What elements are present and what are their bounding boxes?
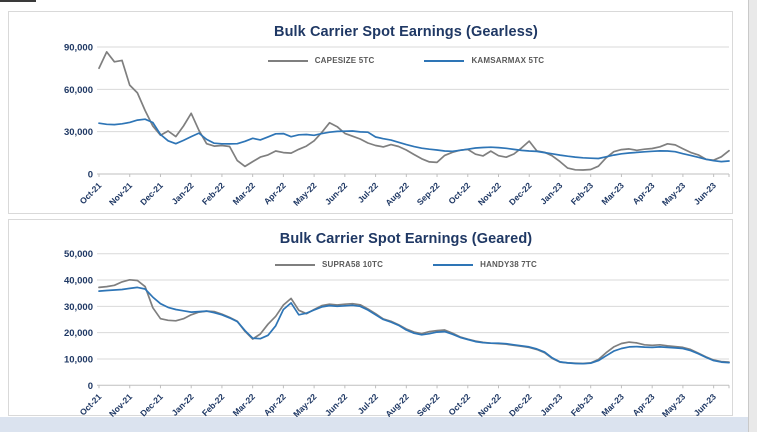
svg-text:Apr-22: Apr-22 [262,391,288,417]
svg-text:40,000: 40,000 [64,276,93,287]
svg-text:Jan-22: Jan-22 [169,180,195,206]
legend-item-kamsarmax: KAMSARMAX 5TC [424,56,544,65]
kamsarmax-legend-label: KAMSARMAX 5TC [471,56,545,65]
svg-text:0: 0 [88,170,93,181]
svg-text:Apr-22: Apr-22 [262,180,288,206]
legend-item-supra58: SUPRA58 10TC [275,260,383,269]
svg-text:Oct-22: Oct-22 [446,180,472,206]
window-edge-dash [0,0,36,2]
svg-text:Nov-22: Nov-22 [476,391,503,418]
bottom-window-strip [0,417,757,432]
svg-text:Nov-22: Nov-22 [476,180,503,207]
svg-text:Nov-21: Nov-21 [107,180,134,207]
capesize-line-swatch [267,59,308,62]
svg-text:Feb-22: Feb-22 [200,180,227,207]
svg-text:Jan-23: Jan-23 [538,180,564,206]
svg-text:Nov-21: Nov-21 [107,391,134,418]
svg-text:30,000: 30,000 [64,127,93,138]
svg-text:50,000: 50,000 [64,249,93,260]
legend-item-capesize: CAPESIZE 5TC [267,56,375,65]
svg-text:0: 0 [88,381,93,392]
handy38-line-swatch [433,263,474,266]
svg-text:May-23: May-23 [660,391,688,419]
capesize-legend-label: CAPESIZE 5TC [314,56,375,65]
svg-text:Jun-22: Jun-22 [323,391,350,418]
svg-text:Jun-23: Jun-23 [692,180,719,207]
svg-text:May-22: May-22 [291,180,319,208]
svg-text:Dec-22: Dec-22 [507,180,534,207]
svg-text:Dec-21: Dec-21 [138,391,165,418]
handy38-legend-label: HANDY38 7TC [480,260,537,269]
svg-text:Feb-23: Feb-23 [569,180,596,207]
svg-text:Mar-22: Mar-22 [231,391,258,418]
gearless-chart-panel[interactable]: Bulk Carrier Spot Earnings (Gearless) CA… [8,11,733,214]
svg-text:Feb-23: Feb-23 [569,391,596,418]
svg-text:Oct-22: Oct-22 [446,391,472,417]
svg-text:Jan-23: Jan-23 [538,391,564,417]
svg-text:Apr-23: Apr-23 [630,180,656,206]
svg-text:60,000: 60,000 [64,85,93,96]
svg-text:10,000: 10,000 [64,354,93,365]
svg-text:Jul-22: Jul-22 [356,180,381,205]
geared-legend: SUPRA58 10TC HANDY38 7TC [91,260,721,269]
svg-text:Oct-21: Oct-21 [78,180,104,206]
svg-text:Aug-22: Aug-22 [383,180,411,208]
svg-text:Mar-23: Mar-23 [599,180,626,207]
svg-text:Mar-23: Mar-23 [599,391,626,418]
svg-text:May-22: May-22 [291,391,319,419]
svg-text:Aug-22: Aug-22 [383,391,411,419]
svg-text:Dec-22: Dec-22 [507,391,534,418]
gearless-chart-title: Bulk Carrier Spot Earnings (Gearless) [274,24,538,40]
legend-item-handy38: HANDY38 7TC [433,260,537,269]
geared-chart-title: Bulk Carrier Spot Earnings (Geared) [279,231,533,247]
svg-text:Apr-23: Apr-23 [630,391,656,417]
gearless-legend: CAPESIZE 5TC KAMSARMAX 5TC [91,56,721,65]
svg-text:Dec-21: Dec-21 [138,180,165,207]
svg-text:30,000: 30,000 [64,302,93,313]
svg-text:Sep-22: Sep-22 [415,180,442,207]
svg-text:Mar-22: Mar-22 [231,180,258,207]
svg-text:Oct-21: Oct-21 [78,391,104,417]
svg-text:Feb-22: Feb-22 [200,391,227,418]
supra58-line-swatch [275,263,315,266]
svg-text:May-23: May-23 [660,180,688,208]
svg-text:Jul-22: Jul-22 [356,391,381,416]
supra58-legend-label: SUPRA58 10TC [322,260,384,269]
svg-text:90,000: 90,000 [64,43,93,54]
svg-text:Jan-22: Jan-22 [169,391,195,417]
svg-text:Jun-22: Jun-22 [323,180,350,207]
right-window-strip [748,0,757,432]
svg-text:Jun-23: Jun-23 [692,391,719,418]
geared-chart-panel[interactable]: Bulk Carrier Spot Earnings (Geared) SUPR… [8,219,733,419]
kamsarmax-line-swatch [424,59,465,62]
svg-text:20,000: 20,000 [64,328,93,339]
svg-text:Sep-22: Sep-22 [415,391,442,418]
